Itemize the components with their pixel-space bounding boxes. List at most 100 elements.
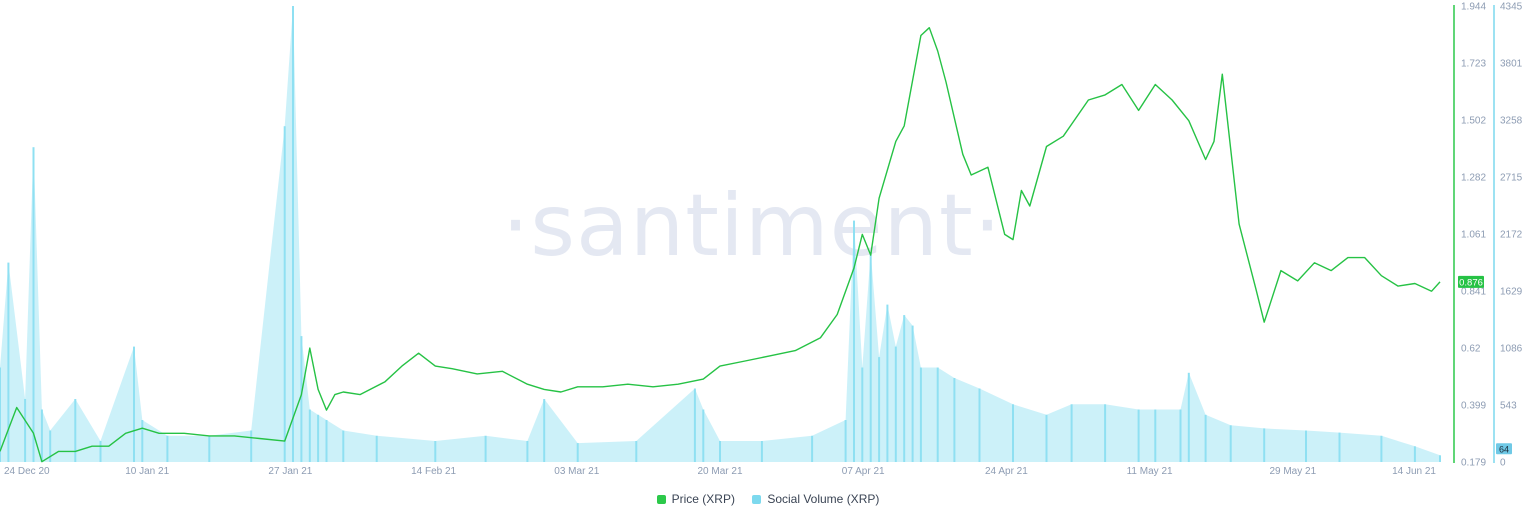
social-volume-bar bbox=[919, 367, 922, 462]
social-volume-bar bbox=[7, 262, 10, 462]
social-volume-bar bbox=[434, 441, 437, 462]
volume-current-badge bbox=[1496, 443, 1512, 455]
legend-label-social-volume: Social Volume (XRP) bbox=[767, 492, 880, 506]
social-volume-bar bbox=[576, 443, 579, 462]
social-volume-area bbox=[0, 6, 1440, 462]
volume-tick-label: 1629 bbox=[1500, 287, 1523, 298]
date-tick-label: 10 Jan 21 bbox=[125, 466, 169, 477]
social-volume-bar bbox=[894, 346, 897, 462]
volume-tick-label: 3801 bbox=[1500, 59, 1523, 70]
price-axis-ticks: 1.944 1.723 1.502 1.282 1.061 0.841 0.62 0.399 0… bbox=[1461, 2, 1486, 469]
social-volume-bar bbox=[886, 304, 889, 462]
social-volume-bar bbox=[635, 441, 638, 462]
social-volume-bar bbox=[1179, 409, 1182, 462]
social-volume-bar bbox=[702, 409, 705, 462]
social-volume-bar bbox=[853, 220, 855, 462]
social-volume-bar bbox=[978, 388, 981, 462]
social-volume-bar bbox=[1187, 372, 1190, 462]
price-current-label: 0.876 bbox=[1459, 277, 1483, 288]
social-volume-bar bbox=[250, 430, 253, 462]
price-line bbox=[0, 27, 1441, 463]
price-current-badge bbox=[1458, 275, 1484, 288]
social-volume-bar bbox=[49, 430, 52, 462]
date-tick-label: 14 Jun 21 bbox=[1392, 466, 1436, 477]
social-volume-bar bbox=[292, 6, 294, 462]
legend-item-price[interactable]: Price (XRP) bbox=[656, 492, 735, 506]
social-volume-bar bbox=[308, 409, 311, 462]
social-volume-bar bbox=[1204, 414, 1207, 462]
volume-current-label: 64 bbox=[1499, 444, 1509, 454]
social-volume-bar bbox=[1380, 435, 1383, 462]
social-volume-bar bbox=[0, 367, 1, 462]
date-tick-label: 27 Jan 21 bbox=[268, 466, 312, 477]
price-tick-label: 1.502 bbox=[1461, 116, 1486, 127]
social-volume-bar bbox=[1229, 425, 1232, 462]
date-tick-label: 20 Mar 21 bbox=[697, 466, 742, 477]
price-tick-label: 1.723 bbox=[1461, 59, 1486, 70]
social-volume-bar bbox=[844, 420, 847, 462]
social-volume-bar bbox=[1070, 404, 1073, 462]
date-tick-label: 07 Apr 21 bbox=[842, 466, 885, 477]
social-volume-bar bbox=[74, 399, 77, 462]
price-tick-label: 0.399 bbox=[1461, 401, 1486, 412]
price-series bbox=[0, 27, 1441, 463]
price-tick-label: 0.62 bbox=[1461, 344, 1481, 355]
social-volume-bar bbox=[1413, 446, 1416, 462]
social-volume-bar bbox=[99, 441, 102, 462]
legend-item-social-volume[interactable]: Social Volume (XRP) bbox=[752, 492, 879, 506]
social-volume-bar bbox=[526, 441, 529, 462]
social-volume-bar bbox=[1137, 409, 1140, 462]
price-tick-label: 0.179 bbox=[1461, 458, 1486, 469]
volume-tick-label: 3258 bbox=[1500, 116, 1523, 127]
social-volume-bar bbox=[166, 435, 169, 462]
legend-swatch-social-volume bbox=[752, 494, 762, 504]
volume-tick-label: 4345 bbox=[1500, 2, 1523, 13]
volume-tick-label: 0 bbox=[1500, 458, 1506, 469]
social-volume-bar bbox=[133, 346, 135, 462]
price-tick-label: 1.282 bbox=[1461, 173, 1486, 184]
date-tick-label: 03 Mar 21 bbox=[554, 466, 599, 477]
social-volume-bar bbox=[342, 430, 345, 462]
social-volume-bar bbox=[543, 399, 546, 462]
social-volume-bar bbox=[1439, 455, 1441, 462]
social-volume-bar bbox=[878, 357, 881, 462]
social-volume-bar bbox=[693, 388, 696, 462]
social-volume-bar bbox=[760, 441, 763, 462]
social-volume-bar bbox=[40, 409, 43, 462]
social-volume-bar bbox=[903, 315, 906, 462]
volume-axis-ticks: 4345 3801 3258 2715 2172 1629 1086 543 0 bbox=[1500, 2, 1523, 469]
date-tick-label: 24 Apr 21 bbox=[985, 466, 1028, 477]
price-tick-label: 1.944 bbox=[1461, 2, 1486, 13]
social-volume-bar bbox=[861, 367, 864, 462]
social-volume-bar bbox=[1045, 414, 1048, 462]
date-tick-label: 14 Feb 21 bbox=[411, 466, 456, 477]
social-volume-bar bbox=[1338, 432, 1341, 462]
santiment-watermark: ·santiment· bbox=[502, 176, 1002, 276]
social-volume-bar bbox=[1305, 430, 1307, 462]
social-volume-bar bbox=[719, 441, 721, 462]
social-volume-bar bbox=[953, 378, 956, 462]
price-tick-label: 1.061 bbox=[1461, 230, 1486, 241]
social-volume-bar bbox=[1104, 404, 1107, 462]
social-volume-bar bbox=[141, 420, 144, 462]
social-volume-bar bbox=[911, 325, 914, 462]
legend-swatch-price bbox=[656, 494, 666, 504]
price-tick-label: 0.841 bbox=[1461, 287, 1486, 298]
social-volume-bar bbox=[1012, 404, 1014, 462]
social-volume-bar bbox=[208, 435, 211, 462]
current-value-markers: 0.876 64 bbox=[1458, 275, 1512, 455]
social-volume-series bbox=[0, 6, 1441, 462]
social-volume-bar bbox=[936, 367, 939, 462]
social-volume-bar bbox=[32, 147, 35, 462]
social-volume-bar bbox=[300, 336, 303, 462]
volume-tick-label: 2715 bbox=[1500, 173, 1523, 184]
social-volume-bar bbox=[869, 252, 872, 462]
date-tick-label: 29 May 21 bbox=[1269, 466, 1316, 477]
social-volume-bar bbox=[325, 420, 328, 462]
volume-tick-label: 543 bbox=[1500, 401, 1517, 412]
date-tick-label: 24 Dec 20 bbox=[4, 466, 50, 477]
date-tick-label: 11 May 21 bbox=[1127, 466, 1173, 477]
social-volume-bar bbox=[1154, 409, 1157, 462]
social-volume-bar bbox=[484, 435, 487, 462]
